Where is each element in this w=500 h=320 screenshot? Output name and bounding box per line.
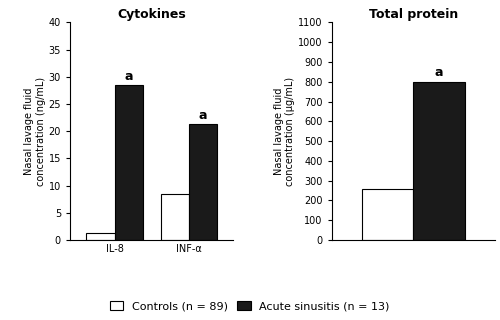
Text: a: a <box>198 109 207 122</box>
Title: Cytokines: Cytokines <box>118 8 186 21</box>
Bar <box>414 82 465 240</box>
Bar <box>86 234 115 240</box>
Title: Total protein: Total protein <box>368 8 458 21</box>
Text: a: a <box>124 70 133 83</box>
Bar <box>114 85 143 240</box>
Text: a: a <box>435 66 444 79</box>
Y-axis label: Nasal lavage fluid
concentration (μg/mL): Nasal lavage fluid concentration (μg/mL) <box>274 76 295 186</box>
Bar <box>362 188 414 240</box>
Y-axis label: Nasal lavage fluid
concentration (ng/mL): Nasal lavage fluid concentration (ng/mL) <box>24 76 46 186</box>
Legend: Controls (n = 89), Acute sinusitis (n = 13): Controls (n = 89), Acute sinusitis (n = … <box>110 301 390 311</box>
Bar <box>189 124 217 240</box>
Bar <box>160 194 189 240</box>
